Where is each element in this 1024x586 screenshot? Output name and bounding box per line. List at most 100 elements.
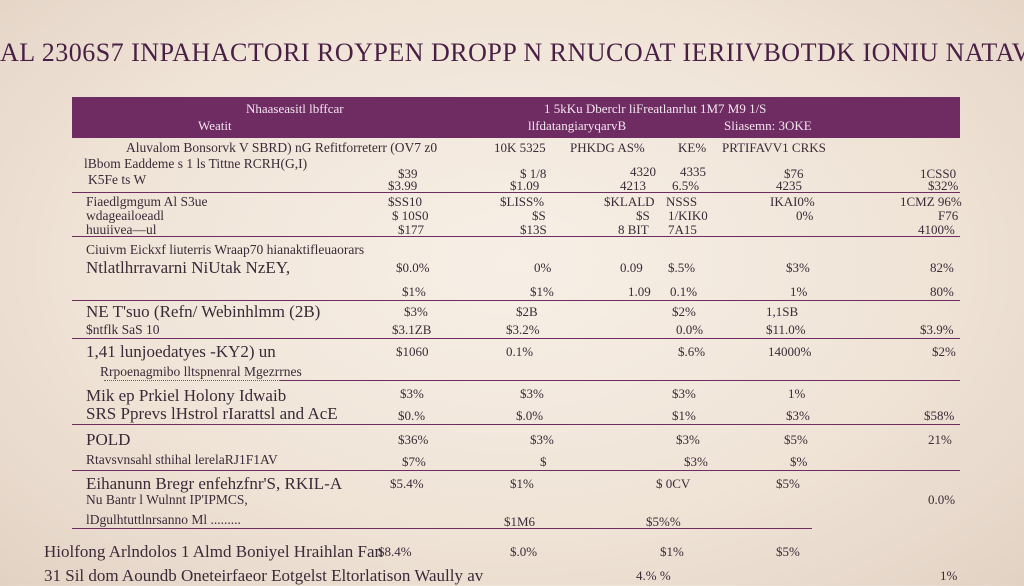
row-value: $3% [786, 260, 810, 275]
row-label: Rrpoenagmibo lltspnenral Mgezrrnes [100, 364, 302, 379]
row-value: $3.9% [920, 322, 954, 337]
row-value: $3% [400, 386, 424, 401]
row-value: 0.1% [670, 284, 698, 299]
row-value: $5%% [646, 514, 681, 529]
row-value: KE% [678, 140, 707, 155]
row-value: 0.0% [676, 322, 704, 337]
row-label: POLD [86, 430, 131, 449]
row-value: $0.0% [396, 260, 430, 275]
row-value: $1% [660, 544, 684, 559]
row-value: 0% [534, 260, 552, 275]
row-value: 4.% % [636, 568, 671, 583]
row-value: $3% [530, 432, 554, 447]
row-value: $ 0CV [656, 476, 691, 491]
row-value: $5% [784, 432, 808, 447]
row-value: 80% [930, 284, 954, 299]
row-value: $5% [776, 476, 800, 491]
row-value: PRTIFAVV1 CRKS [722, 140, 826, 155]
row-value: $SS10 [388, 194, 422, 209]
header-right-bottom: Sliasemn: 3OKE [724, 118, 812, 133]
row-value: IKAI0% [770, 194, 815, 209]
row-label: Hiolfong Arlndolos 1 Almd Boniyel Hraihl… [44, 542, 384, 561]
row-label: 31 Sil dom Aoundb Oneteirfaeor Eotgelst … [44, 566, 484, 585]
row-value: $KLALD [604, 194, 655, 209]
header-mid-bottom: llfdatangiaryqarvB [528, 118, 627, 133]
row-value: $2% [672, 304, 696, 319]
row-value: $ 10S0 [392, 208, 429, 223]
row-value: $3.99 [388, 178, 418, 193]
row-divider [72, 528, 812, 529]
row-value: $1.09 [510, 178, 540, 193]
row-value: $ [540, 454, 547, 469]
row-divider [72, 300, 960, 301]
row-label: Aluvalom Bonsorvk V SBRD) nG Refitforret… [126, 140, 438, 155]
row-value: $13S [520, 222, 547, 237]
row-value: $2B [516, 304, 538, 319]
row-label: Rtavsvnsahl sthihal lerelaRJ1F1AV [86, 452, 278, 467]
row-value: 4100% [918, 222, 955, 237]
row-value: $.6% [678, 344, 706, 359]
row-value: $1% [510, 476, 534, 491]
row-label: Ntlatlhrravarni NiUtak NzEY, [86, 258, 291, 277]
row-value: 7A15 [668, 222, 697, 237]
row-divider [72, 470, 960, 471]
dotted-leader [104, 380, 280, 381]
row-label: lDgulhtuttlnrsanno Ml ......... [86, 512, 241, 527]
row-divider [72, 192, 960, 193]
row-value: $1% [530, 284, 554, 299]
row-label: Mik ep Prkiel Holony Idwaib [86, 386, 287, 405]
row-value: 1% [788, 386, 806, 401]
row-value: $ 1/8 [520, 166, 547, 181]
row-divider [72, 424, 960, 425]
row-value: 1/KIK0 [668, 208, 708, 223]
row-value: $58% [924, 408, 955, 423]
row-divider [72, 236, 960, 237]
row-value: 0.1% [506, 344, 534, 359]
header-left-bottom: Weatit [198, 118, 232, 133]
row-value: $7% [402, 454, 426, 469]
row-value: $3% [404, 304, 428, 319]
row-value: 1,1SB [766, 304, 799, 319]
row-value: $1M6 [504, 514, 536, 529]
row-value: F76 [938, 208, 959, 223]
row-value: 21% [928, 432, 952, 447]
row-label: 1,41 lunjoedatyes -KY2) un [86, 342, 276, 361]
row-value: $39 [398, 166, 418, 181]
row-value: $76 [784, 166, 804, 181]
row-value: 1% [940, 568, 958, 583]
row-value: 82% [930, 260, 954, 275]
row-value: $2% [932, 344, 956, 359]
row-value: $5% [776, 544, 800, 559]
row-value: $36% [398, 432, 429, 447]
row-value: PHKDG AS% [570, 140, 645, 155]
row-value: 1CSS0 [920, 166, 957, 181]
row-value: 0.0% [928, 492, 956, 507]
row-value: 4213 [620, 178, 646, 193]
header-right-top: 1 5kKu Dberclr liFreatlanrlut 1M7 M9 1/S [544, 101, 767, 116]
row-value: $LISS% [500, 194, 545, 209]
row-value: $.5% [668, 260, 696, 275]
row-label: lBbom Eaddeme s 1 ls Tittne RCRH(G,I) [84, 156, 308, 171]
row-value: 1.09 [628, 284, 651, 299]
row-value: 8 BIT [618, 222, 649, 237]
row-value: 4320 [630, 164, 656, 179]
table-header: Nhaaseasitl lbffcar Weatit 1 5kKu Dbercl… [72, 97, 960, 138]
row-label: Ciuivm Eickxf liuterris Wraap70 hianakti… [86, 242, 365, 257]
row-value: $0.% [398, 408, 426, 423]
row-value: $5.4% [390, 476, 424, 491]
row-value: NSSS [666, 194, 698, 209]
row-value: $.0% [516, 408, 544, 423]
row-label: $ntflk SaS 10 [86, 322, 160, 337]
row-value: $S [532, 208, 546, 223]
row-value: $3% [672, 386, 696, 401]
row-label: Nu Bantr l Wulnnt IP'IPMCS, [86, 492, 248, 507]
row-value: $1% [672, 408, 696, 423]
row-value: 1CMZ 96% [900, 194, 962, 209]
row-divider [280, 380, 960, 381]
row-label: Fiaedlgmgum Al S3ue [86, 194, 208, 209]
row-value: $11.0% [766, 322, 806, 337]
row-label: NE T'suo (Refn/ Webinhlmm (2B) [86, 302, 321, 321]
row-label: wdageailoeadl [86, 208, 164, 223]
row-value: $177 [398, 222, 424, 237]
row-value: $3.2% [506, 322, 540, 337]
